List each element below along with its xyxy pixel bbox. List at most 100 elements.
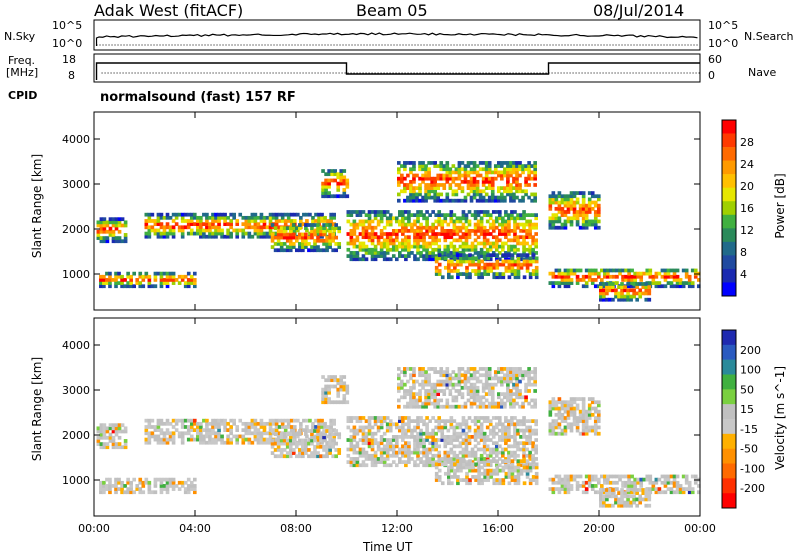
power-cell	[370, 254, 375, 258]
power-cell	[458, 219, 463, 224]
velocity-cell	[355, 419, 360, 423]
power-cell	[153, 231, 158, 236]
power-cell	[229, 231, 233, 236]
power-cell	[455, 251, 460, 255]
power-cell	[602, 288, 606, 293]
power-cell	[199, 215, 203, 220]
power-cell	[575, 219, 580, 224]
velocity-cell	[525, 453, 529, 458]
velocity-cell	[361, 438, 366, 442]
power-cell	[560, 213, 565, 217]
velocity-cell	[569, 422, 574, 427]
velocity-cell	[590, 477, 595, 482]
velocity-cell	[345, 384, 350, 389]
velocity-cell	[427, 392, 431, 396]
velocity-cell	[443, 460, 448, 464]
velocity-cell	[238, 418, 243, 423]
velocity-cell	[528, 465, 533, 470]
power-cell	[406, 173, 410, 178]
velocity-cell	[644, 503, 649, 508]
power-cell	[488, 225, 493, 230]
power-cell	[617, 294, 621, 299]
power-cell	[633, 274, 637, 279]
velocity-cell	[436, 370, 441, 374]
velocity-cell	[138, 480, 143, 485]
velocity-cell	[180, 421, 185, 426]
power-cell	[498, 244, 502, 249]
velocity-cell	[489, 471, 494, 476]
power-cell	[472, 192, 477, 197]
velocity-cell	[440, 462, 445, 467]
velocity-cell	[147, 490, 152, 495]
velocity-cell	[330, 384, 334, 389]
power-cell	[440, 275, 445, 280]
velocity-cell	[563, 477, 568, 482]
power-cell	[479, 225, 484, 230]
power-cell	[467, 235, 472, 240]
velocity-cell	[409, 373, 413, 378]
velocity-cell	[202, 428, 206, 432]
power-cell	[500, 198, 504, 203]
power-cell	[482, 235, 487, 240]
velocity-cell	[304, 451, 308, 455]
velocity-cell	[401, 416, 405, 420]
velocity-cell	[102, 445, 107, 450]
velocity-cell	[507, 453, 511, 458]
freq-tick-bottom: 8	[68, 69, 75, 82]
power-cell	[471, 256, 475, 261]
velocity-cell	[525, 447, 529, 452]
velocity-cell	[434, 444, 438, 449]
velocity-cell	[397, 382, 401, 387]
velocity-cell	[379, 435, 384, 439]
power-cell	[162, 278, 167, 282]
velocity-cell	[427, 382, 431, 387]
power-cell	[401, 222, 405, 227]
power-cell	[551, 200, 556, 205]
power-cell	[388, 216, 393, 221]
velocity-cell	[443, 453, 448, 458]
velocity-cell	[373, 416, 378, 420]
velocity-cell	[431, 463, 435, 468]
velocity-cell	[431, 416, 435, 420]
velocity-cell	[352, 425, 357, 430]
power-cell	[305, 219, 309, 223]
velocity-cell	[488, 463, 493, 468]
velocity-cell	[485, 416, 490, 420]
velocity-cell	[458, 450, 463, 455]
velocity-cell	[548, 422, 553, 427]
power-cell	[491, 219, 496, 224]
power-cell	[485, 232, 490, 236]
velocity-cell	[630, 484, 634, 488]
power-cell	[470, 213, 475, 217]
power-cell	[528, 256, 533, 261]
velocity-cell	[690, 474, 695, 479]
power-cell	[291, 235, 296, 240]
power-cell	[367, 251, 372, 255]
velocity-cell	[428, 419, 432, 423]
power-cell	[288, 245, 293, 249]
radar-title: Adak West (fitACF)	[94, 1, 244, 20]
power-cell	[117, 281, 121, 285]
power-cell	[473, 229, 478, 233]
power-cell	[370, 257, 375, 262]
velocity-cell	[461, 428, 466, 433]
power-cell	[522, 238, 526, 243]
power-cell	[560, 225, 565, 230]
power-cell	[501, 262, 506, 267]
power-cell	[156, 228, 161, 233]
velocity-cell	[560, 487, 565, 491]
velocity-cell	[446, 481, 451, 486]
velocity-cell	[445, 379, 450, 384]
power-cell	[96, 236, 101, 240]
velocity-cell	[316, 432, 320, 437]
velocity-cell	[352, 431, 357, 436]
velocity-cell	[424, 404, 428, 409]
velocity-cell	[253, 428, 258, 432]
velocity-cell	[603, 477, 607, 482]
velocity-cell	[397, 385, 401, 390]
velocity-cell	[285, 441, 290, 446]
power-cell	[471, 269, 475, 273]
power-cell	[342, 181, 347, 186]
velocity-cell	[424, 398, 428, 403]
power-cell	[186, 281, 191, 285]
